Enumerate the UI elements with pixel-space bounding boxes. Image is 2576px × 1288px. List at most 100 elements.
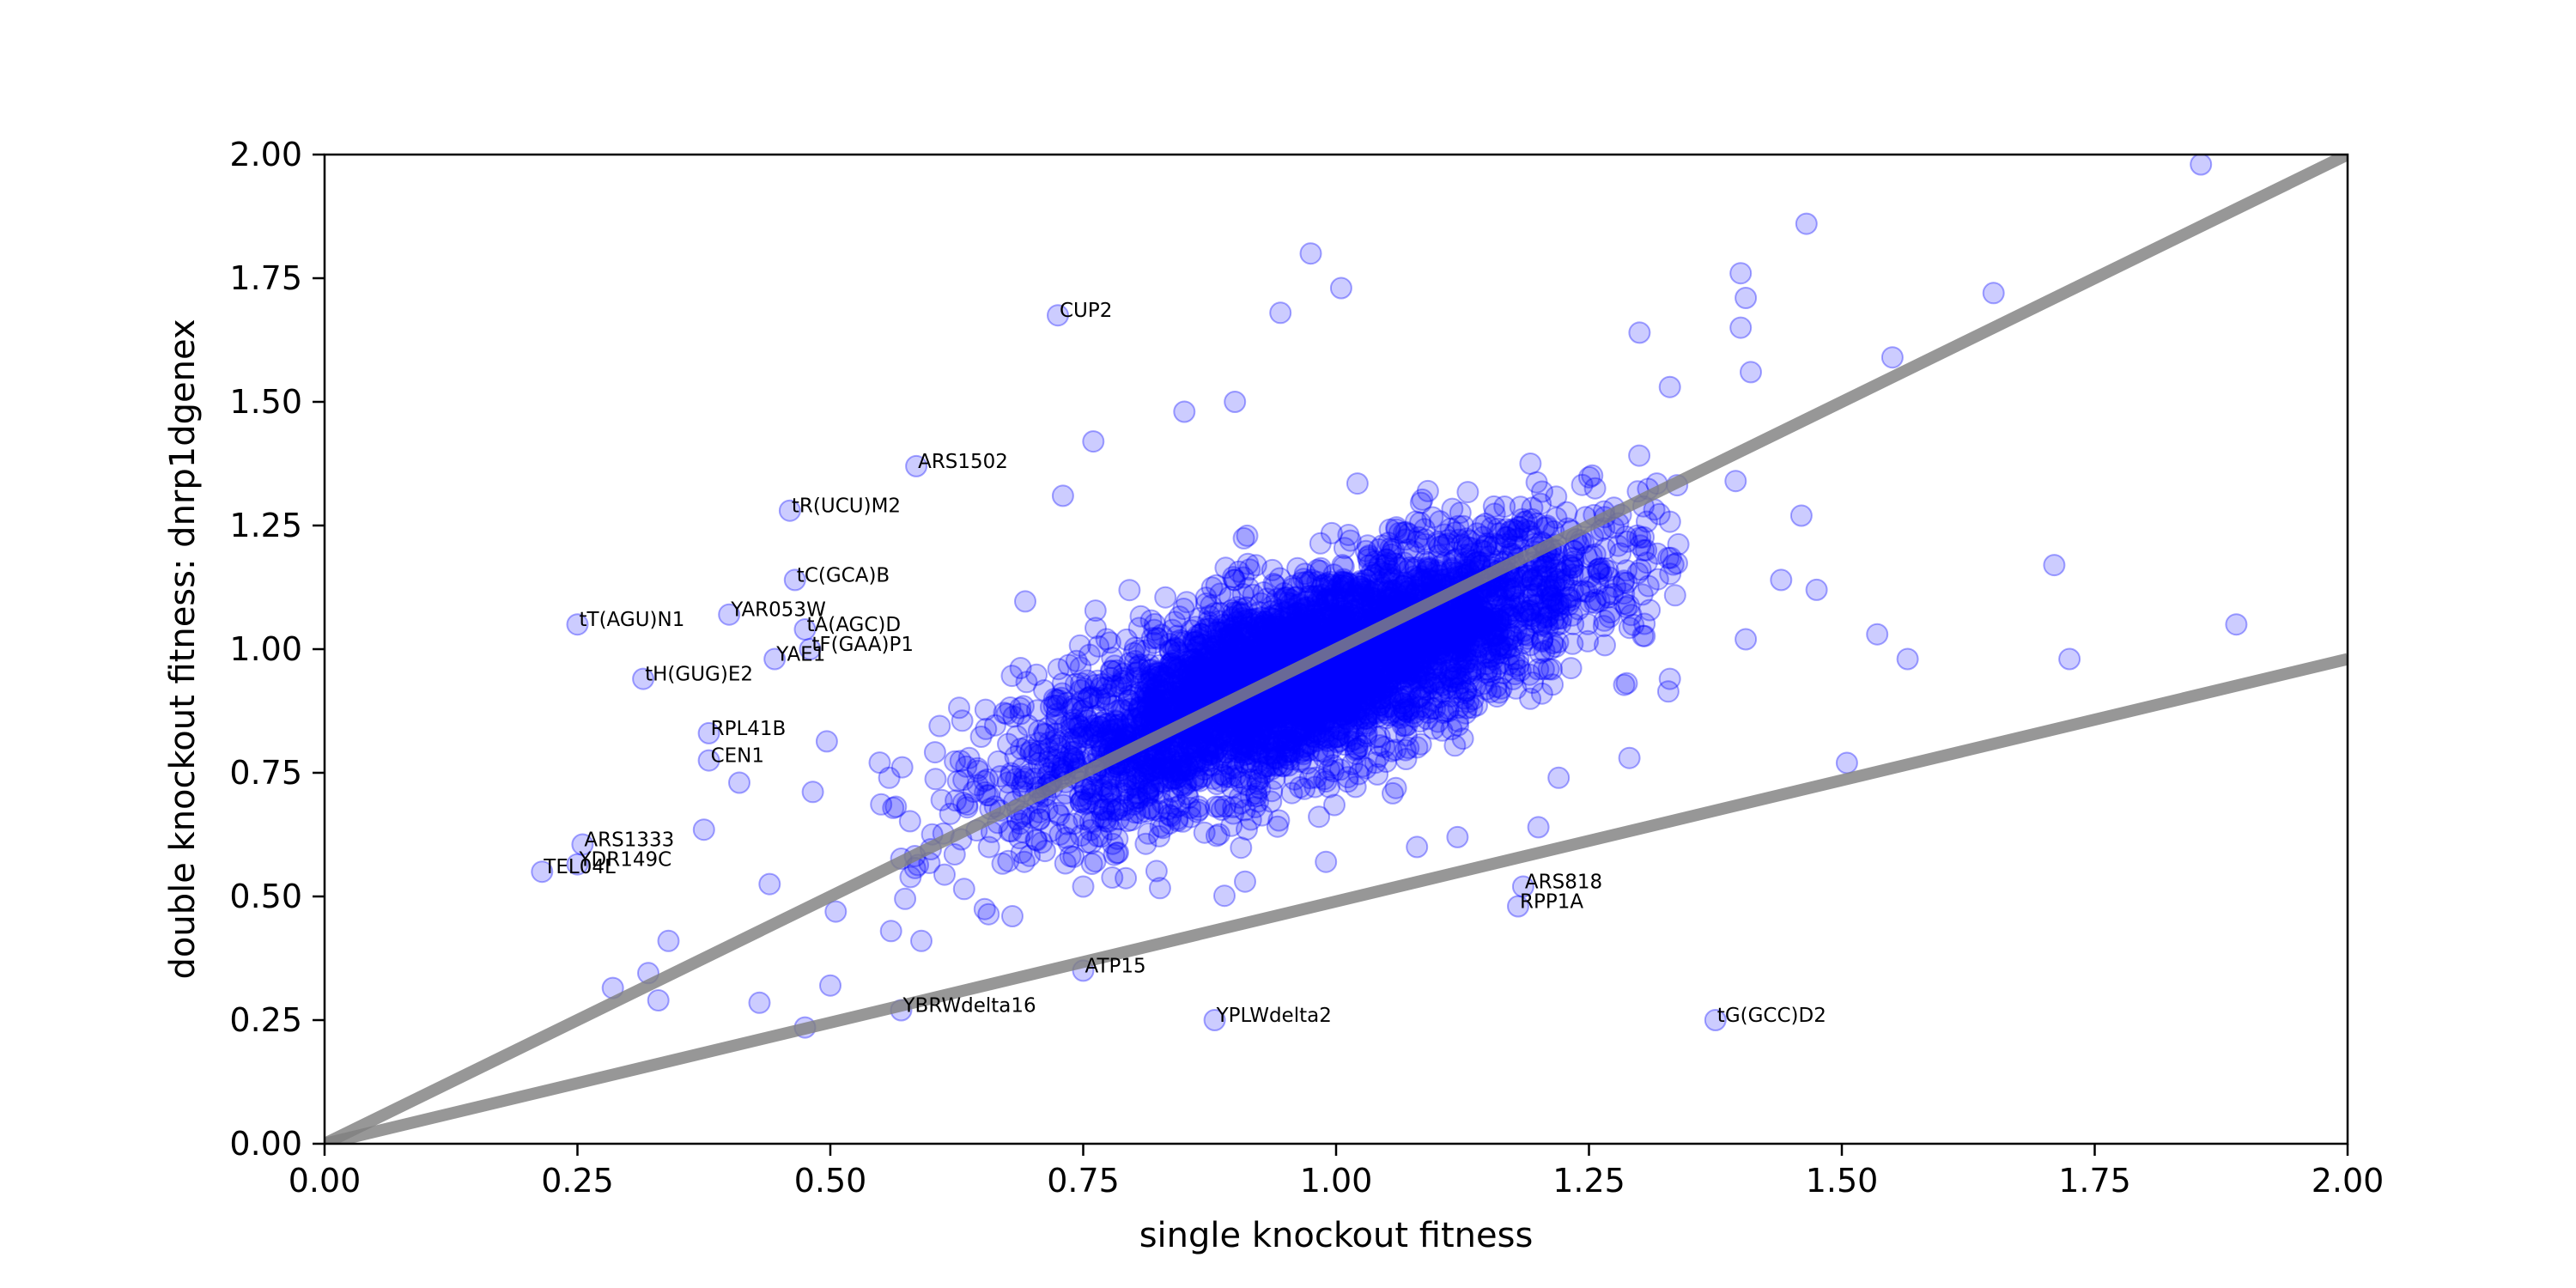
data-point [1319, 660, 1342, 683]
data-point [1399, 626, 1422, 649]
data-point [1383, 627, 1406, 650]
data-point [1276, 728, 1299, 751]
data-point [1201, 664, 1224, 687]
data-point [1343, 605, 1366, 627]
data-point [1233, 640, 1256, 663]
data-point [1494, 518, 1517, 541]
data-point [1316, 623, 1340, 647]
data-point [1364, 586, 1387, 610]
data-point [1136, 779, 1159, 802]
data-point [1206, 621, 1230, 644]
data-point [1387, 556, 1410, 579]
data-point [1521, 507, 1544, 531]
data-point [1194, 653, 1217, 677]
data-point [2043, 554, 2066, 577]
data-point [1084, 599, 1107, 623]
data-point [1284, 586, 1307, 609]
data-point [1355, 712, 1378, 735]
data-point [1185, 663, 1208, 686]
data-point [1240, 707, 1263, 730]
data-point [1169, 761, 1192, 784]
data-point [1368, 672, 1391, 696]
data-point [1242, 627, 1265, 650]
data-point [1411, 640, 1434, 663]
data-point [996, 771, 1019, 794]
data-point [1306, 591, 1329, 614]
data-point [1474, 613, 1497, 636]
data-point [983, 714, 1006, 737]
data-point [1060, 717, 1083, 740]
data-point [1416, 708, 1439, 731]
data-point [1231, 635, 1255, 658]
data-point [1357, 545, 1380, 568]
data-point [910, 929, 933, 952]
data-point [1394, 571, 1418, 594]
data-point [1205, 574, 1228, 597]
data-point [1477, 609, 1499, 632]
data-point [1255, 694, 1278, 717]
y-tick-label: 0.25 [229, 1001, 302, 1039]
data-point [952, 769, 975, 792]
data-point [969, 726, 993, 748]
data-point [1345, 672, 1368, 696]
data-point [1244, 701, 1267, 724]
data-point [1420, 635, 1443, 658]
data-point [1190, 747, 1213, 770]
data-point [1436, 648, 1459, 671]
data-point [1456, 635, 1479, 659]
data-point [1214, 556, 1237, 580]
y-tick-label: 1.50 [229, 383, 302, 421]
data-point [1299, 675, 1322, 698]
data-point [1235, 774, 1258, 797]
data-point [1273, 726, 1296, 749]
data-point [1304, 704, 1327, 727]
data-point [1081, 720, 1104, 743]
data-point [1162, 671, 1185, 694]
data-point [894, 887, 917, 910]
x-tick-label: 2.00 [2312, 1162, 2385, 1200]
data-point [1145, 860, 1168, 883]
y-tick-label: 0.75 [229, 754, 302, 792]
data-point [1146, 708, 1170, 731]
data-point [1982, 282, 2005, 305]
data-point [1236, 524, 1259, 547]
data-point [1071, 690, 1094, 713]
data-point [1472, 614, 1494, 637]
data-point [647, 989, 670, 1012]
data-point [1457, 690, 1480, 714]
data-point [1295, 689, 1318, 712]
data-point [1231, 662, 1255, 685]
data-point [1486, 622, 1510, 645]
data-point [1519, 687, 1542, 710]
data-point [1431, 643, 1455, 666]
data-point [1258, 700, 1281, 723]
data-point [1896, 647, 1919, 671]
data-point [1581, 464, 1604, 487]
data-point [1571, 473, 1594, 496]
data-point [1327, 610, 1351, 633]
data-point [1315, 605, 1338, 629]
data-point [1501, 577, 1524, 600]
data-point [1504, 619, 1528, 642]
point-annotation: tG(GCC)D2 [1717, 1005, 1826, 1027]
data-point [1319, 614, 1342, 637]
data-point [1252, 581, 1275, 604]
data-point [1549, 592, 1572, 616]
data-point [1279, 639, 1302, 662]
data-point [1167, 641, 1190, 664]
data-point [1526, 512, 1549, 535]
data-point [1470, 538, 1493, 562]
data-point [1369, 644, 1391, 666]
data-point [1417, 641, 1440, 665]
data-point [1425, 648, 1448, 671]
data-point [1126, 776, 1149, 799]
data-point [1133, 755, 1156, 778]
data-point [1340, 730, 1362, 753]
data-point [1265, 623, 1288, 646]
x-tick-label: 1.50 [1806, 1162, 1879, 1200]
data-point [1504, 663, 1527, 686]
data-point [1424, 696, 1447, 720]
data-point [1415, 678, 1438, 702]
data-point [1270, 704, 1293, 727]
